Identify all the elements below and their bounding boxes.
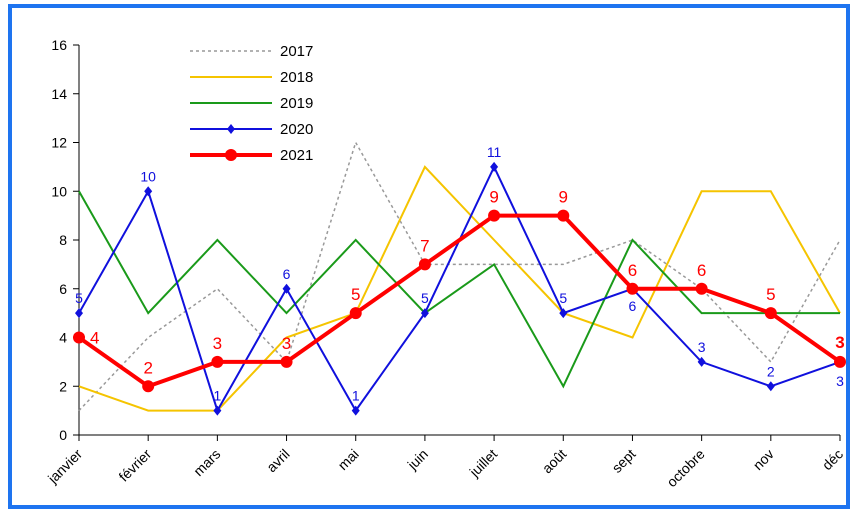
legend-label-2020: 2020 [280,121,313,138]
x-tick-label: sept [609,446,639,476]
series-2021-point [280,355,293,368]
data-label-2020: 5 [421,290,429,306]
x-tick-label: juin [404,446,431,473]
series-2021-point [557,209,570,222]
series-2020-point [75,308,83,319]
data-label-2021: 3 [835,333,844,352]
data-label-2020: 5 [75,290,83,306]
x-tick-label: août [539,446,570,477]
data-label-2020: 3 [698,339,706,355]
series-2021-point [695,282,708,295]
series-2020-point [559,308,568,319]
y-tick-label: 14 [51,86,67,102]
series-2021-line [77,213,842,389]
legend-label-2018: 2018 [280,69,313,86]
series-layer [73,140,846,416]
data-label-2021: 7 [420,236,429,255]
data-label-2021: 5 [766,285,775,304]
data-label-2021: 9 [489,188,498,207]
series-2020-point [490,161,499,172]
series-2021-point [225,149,237,161]
x-tick-label: déc [819,446,846,473]
x-tick-label: mars [190,446,223,479]
series-2021-point [626,282,639,295]
x-tick-label: février [115,446,154,485]
series-2021-point [834,355,846,368]
legend-label-2021: 2021 [280,147,313,164]
y-tick-label: 16 [51,37,67,53]
series-2021-point [764,307,777,320]
data-label-2020: 1 [213,388,221,404]
series-2020-point [213,405,222,416]
data-label-2021: 2 [143,358,152,377]
y-tick-label: 2 [59,378,67,394]
series-2020-point [144,186,153,197]
data-label-2021: 3 [282,334,291,353]
series-2020-point [766,381,775,392]
series-2021-point [142,380,155,393]
x-tick-label: mai [335,446,362,473]
data-label-2020: 5 [559,290,567,306]
series-2018-line [78,165,841,412]
data-label-2020: 6 [283,266,291,282]
data-label-2020: 11 [487,144,502,160]
data-label-2020: 2 [767,363,775,379]
data-label-2020: 1 [352,388,360,404]
data-label-2021: 4 [90,329,99,348]
legend-label-2017: 2017 [280,43,313,60]
series-2021-point [488,209,501,222]
series-2020-point [351,405,360,416]
data-label-2021: 3 [213,334,222,353]
series-2021-point [73,331,85,344]
series-2020-point [227,124,235,134]
series-2020-point [697,356,706,367]
data-label-2020: 3 [836,373,844,389]
data-labels-layer: 5 10 1 6 1 5 11 5 6 3 2 3 4 2 3 3 5 7 9 9 6 6 5 3 [75,144,845,404]
x-tick-label: janvier [44,446,85,487]
x-tick-label: nov [750,446,777,473]
data-label-2021: 5 [351,285,360,304]
y-tick-label: 8 [59,232,67,248]
series-2021-point [211,355,224,368]
legend-label-2019: 2019 [280,95,313,112]
x-tick-label: octobre [663,446,707,490]
y-tick-label: 12 [51,135,67,151]
y-tick-label: 0 [59,427,67,443]
data-label-2020: 6 [629,298,637,314]
data-label-2020: 10 [140,168,156,184]
series-2019-line [78,190,840,389]
x-tick-label: avril [263,446,292,475]
data-label-2021: 6 [697,261,706,280]
chart-frame [8,4,850,509]
chart-legend: 2017 2018 2019 2020 2021 [190,43,313,164]
series-2020-point [282,283,291,294]
data-label-2021: 6 [628,261,637,280]
series-2021-point [418,258,431,271]
series-2017-line [78,140,841,412]
series-2021-point [349,307,362,320]
y-tick-label: 4 [59,330,67,346]
x-tick-label: juillet [466,446,501,481]
series-2020-point [420,308,429,319]
y-tick-label: 10 [51,183,67,199]
data-label-2021: 9 [559,188,568,207]
y-tick-label: 6 [59,281,67,297]
